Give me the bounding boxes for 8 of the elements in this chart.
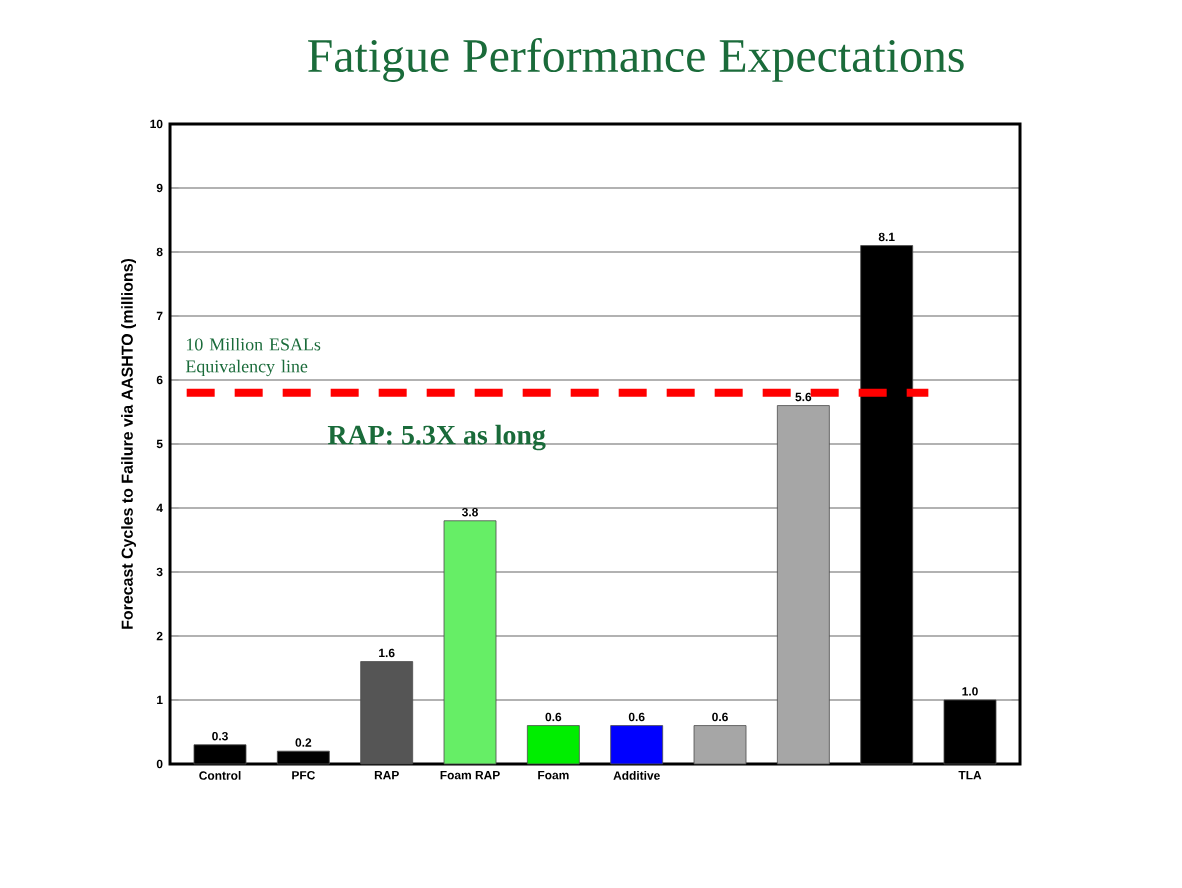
- bar: [693, 725, 747, 765]
- chart-title: Fatigue Performance Expectations: [308, 38, 964, 82]
- bar: [360, 661, 414, 765]
- ref-line-label: 10 Million ESALs Equivalency line: [185, 337, 321, 377]
- bar: [443, 520, 497, 765]
- bar: [610, 725, 664, 765]
- annotation: RAP: 5.3X as long: [327, 424, 546, 451]
- bar: [526, 725, 580, 765]
